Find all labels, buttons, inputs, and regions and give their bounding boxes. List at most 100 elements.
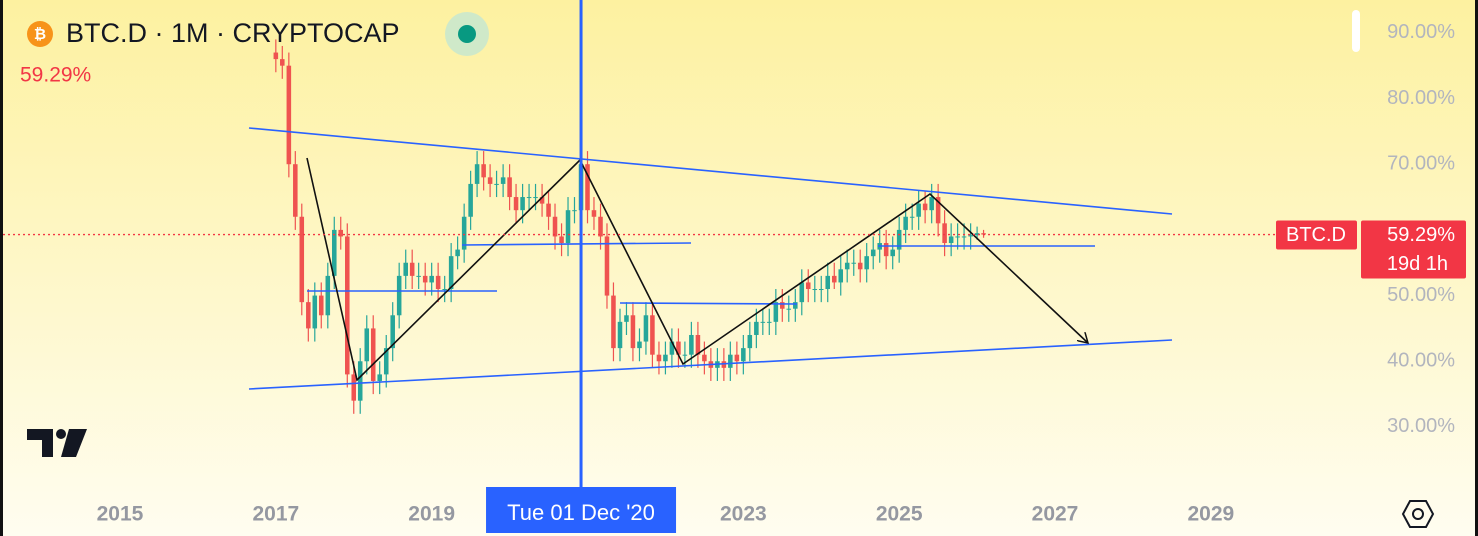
status-dot	[458, 25, 476, 43]
candle-body	[448, 256, 454, 290]
candle-body	[760, 321, 766, 323]
candle-body	[455, 249, 460, 257]
crosshair-label-bg	[486, 487, 677, 533]
candle-body	[773, 302, 779, 322]
coin-icon-glyph: ₿	[34, 26, 46, 43]
candle-body	[507, 177, 512, 198]
candle-body	[838, 269, 844, 283]
candle-body	[728, 354, 733, 368]
candle-body	[747, 334, 753, 349]
candle-body	[617, 321, 623, 349]
settings-icon	[1401, 500, 1435, 528]
candle-body	[312, 295, 318, 329]
candle-body	[513, 197, 519, 211]
candle-body	[416, 275, 421, 277]
candle-body	[611, 295, 616, 349]
candle-body	[494, 183, 499, 185]
path-projection	[306, 157, 1088, 382]
candle-body	[630, 315, 636, 349]
candle-body	[695, 334, 701, 355]
candle-body	[591, 210, 597, 217]
candle-body	[500, 177, 506, 184]
candle-body	[565, 210, 571, 244]
candle-body	[825, 275, 830, 290]
candle-body	[461, 216, 467, 250]
candle-body	[909, 216, 915, 218]
candle-body	[585, 164, 590, 211]
candle-body	[520, 197, 525, 211]
candle-body	[741, 348, 746, 362]
candle-body	[481, 164, 486, 178]
candle-body	[968, 235, 973, 237]
support-line	[619, 302, 798, 305]
x-tick-label: 2029	[1187, 503, 1234, 526]
x-tick-label: 2019	[408, 503, 455, 526]
candle-body	[890, 249, 895, 257]
candle-body	[676, 341, 681, 355]
x-tick-label: 2023	[720, 503, 767, 526]
candle-body	[468, 183, 473, 217]
y-tick-label: 50.00%	[1387, 284, 1455, 306]
scroll-handle[interactable]	[1352, 10, 1360, 52]
candle-body	[293, 164, 298, 217]
candle-body	[663, 354, 668, 362]
candle-body	[767, 321, 772, 323]
candle-body	[669, 341, 675, 355]
y-tick-label: 40.00%	[1387, 350, 1455, 372]
candle-body	[435, 275, 441, 290]
candle-body	[429, 275, 434, 283]
candle-body	[331, 229, 337, 276]
candle-body	[754, 321, 759, 335]
support-line	[461, 242, 692, 246]
candle-body	[961, 236, 967, 238]
x-tick-label: 2027	[1032, 503, 1079, 526]
candle-body	[903, 216, 908, 230]
candle-body	[896, 229, 902, 250]
candle-body	[299, 216, 305, 303]
candle-body	[325, 275, 331, 316]
candle-body	[526, 197, 532, 199]
candle-body	[370, 328, 376, 381]
candle-body	[857, 262, 863, 270]
candle-body	[357, 361, 363, 401]
candle-body	[474, 164, 480, 184]
candle-body	[377, 374, 382, 381]
symbol-tag-bg	[1276, 220, 1357, 250]
candle-body	[286, 65, 292, 165]
candle-body	[422, 275, 428, 283]
frame-right	[1475, 0, 1478, 536]
symbol-title: BTC.D · 1M · CRYPTOCAP	[66, 18, 400, 48]
candle-body	[338, 229, 344, 237]
settings-icon-center	[1412, 508, 1424, 520]
y-tick-label: 80.00%	[1387, 87, 1455, 109]
candle-body	[533, 197, 538, 199]
candle-body	[624, 315, 629, 322]
candle-body	[643, 315, 649, 342]
candle-body	[831, 275, 837, 283]
candle-body	[734, 354, 740, 362]
logo	[27, 429, 87, 457]
candle-body	[955, 236, 960, 238]
candle-body	[403, 262, 408, 276]
candle-body	[306, 302, 311, 329]
trendline	[248, 127, 1173, 215]
countdown: 19d 1h	[1387, 253, 1448, 275]
candle-body	[539, 197, 545, 204]
candle-body	[409, 262, 415, 276]
candle-body	[793, 302, 798, 309]
candle-body	[942, 223, 947, 244]
coin-icon	[27, 21, 53, 47]
candle-body	[604, 236, 610, 296]
candle-body	[799, 282, 805, 303]
candle-body	[818, 289, 824, 291]
last-value: 59.29%	[20, 64, 91, 87]
y-tick-label: 90.00%	[1387, 21, 1455, 43]
settings-button[interactable]	[1401, 500, 1435, 528]
crosshair-label: Tue 01 Dec '20	[507, 500, 655, 525]
candle-body	[702, 354, 707, 362]
candle-body	[364, 328, 370, 362]
candle-body	[552, 216, 558, 237]
candle-body	[929, 197, 934, 211]
candle-body	[922, 203, 928, 211]
